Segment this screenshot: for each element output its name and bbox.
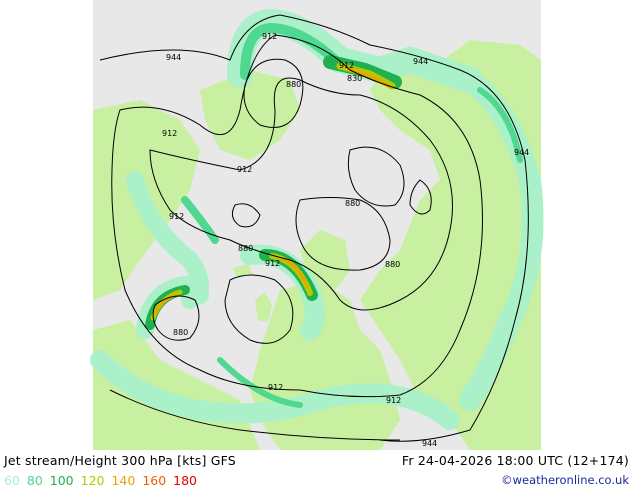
jet-stream-bands <box>90 8 544 430</box>
contour-label-830: 830 <box>347 74 362 83</box>
contour-label-880: 880 <box>345 199 360 208</box>
legend-100: 100 <box>49 473 74 488</box>
legend-160: 160 <box>142 473 167 488</box>
legend-180: 180 <box>173 473 198 488</box>
contour-label-944: 944 <box>166 53 181 62</box>
contour-label-912: 912 <box>265 259 280 268</box>
contour-label-880: 880 <box>238 244 253 253</box>
contour-label-944: 944 <box>514 148 529 157</box>
weather-map: 944 912 880 912 830 944 912 944 912 880 … <box>90 0 544 450</box>
contour-label-912: 912 <box>169 212 184 221</box>
legend-120: 120 <box>80 473 105 488</box>
contour-label-912: 912 <box>237 165 252 174</box>
legend-80: 80 <box>26 473 43 488</box>
contour-labels: 944 912 880 912 830 944 912 944 912 880 … <box>162 32 529 448</box>
speed-legend: 60 80 100 120 140 160 180 <box>4 473 200 488</box>
contour-label-944: 944 <box>422 439 437 448</box>
contour-label-880: 880 <box>385 260 400 269</box>
legend-140: 140 <box>111 473 136 488</box>
contour-label-912: 912 <box>162 129 177 138</box>
legend-60: 60 <box>4 473 20 488</box>
map-title: Jet stream/Height 300 hPa [kts] GFS <box>4 453 236 468</box>
forecast-timestamp: Fr 24-04-2026 18:00 UTC (12+174) <box>401 453 629 468</box>
credit-link[interactable]: ©weatheronline.co.uk <box>501 473 629 487</box>
contour-label-912: 912 <box>262 32 277 41</box>
contour-label-880: 880 <box>173 328 188 337</box>
contour-label-880: 880 <box>286 80 301 89</box>
contour-label-912: 912 <box>386 396 401 405</box>
contour-label-912: 912 <box>339 61 354 70</box>
contour-label-944: 944 <box>413 57 428 66</box>
contour-label-912: 912 <box>268 383 283 392</box>
map-footer: Jet stream/Height 300 hPa [kts] GFS Fr 2… <box>0 450 634 490</box>
height-contours <box>99 14 529 442</box>
